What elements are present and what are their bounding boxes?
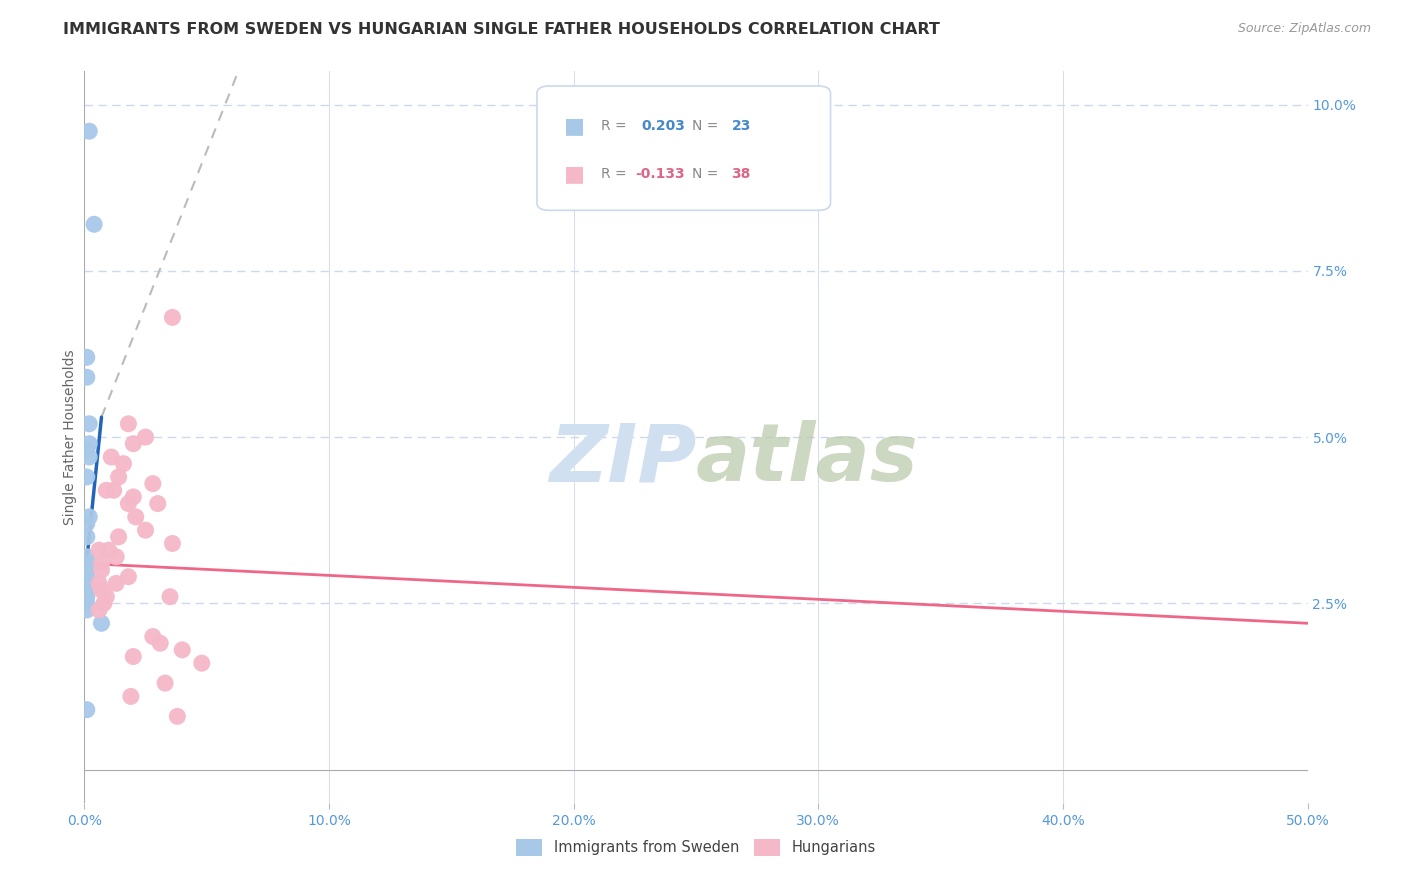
Point: [117, 417, 139, 431]
Point: [112, 457, 135, 471]
Point: [76, 596, 98, 610]
Text: 23: 23: [731, 120, 751, 133]
Point: [90, 563, 112, 577]
FancyBboxPatch shape: [537, 86, 831, 211]
Point: [83, 217, 105, 231]
Point: [146, 497, 169, 511]
Point: [166, 709, 188, 723]
Point: [142, 476, 165, 491]
Point: [77, 124, 100, 138]
Point: [76, 530, 98, 544]
Point: [87, 576, 110, 591]
Point: [76, 582, 98, 597]
Point: [76, 351, 98, 365]
Text: R =: R =: [600, 167, 630, 181]
Point: [122, 436, 145, 450]
Point: [90, 557, 112, 571]
Point: [100, 450, 122, 464]
Point: [120, 690, 142, 704]
Point: [142, 630, 165, 644]
Point: [135, 523, 157, 537]
Point: [162, 536, 184, 550]
Point: [93, 596, 115, 610]
Point: [107, 470, 129, 484]
Text: 38: 38: [731, 167, 751, 181]
Point: [77, 436, 100, 450]
Text: atlas: atlas: [696, 420, 918, 498]
Point: [77, 509, 100, 524]
Point: [159, 590, 181, 604]
Point: [76, 370, 98, 384]
Point: [97, 543, 120, 558]
Point: [105, 549, 128, 564]
Point: [76, 603, 98, 617]
Text: N =: N =: [692, 120, 723, 133]
Text: ■: ■: [564, 116, 585, 136]
Point: [117, 497, 139, 511]
Text: R =: R =: [600, 120, 630, 133]
Point: [107, 530, 129, 544]
Point: [191, 656, 214, 670]
Point: [76, 570, 98, 584]
Point: [103, 483, 125, 498]
Point: [76, 563, 98, 577]
Point: [76, 703, 98, 717]
Text: Source: ZipAtlas.com: Source: ZipAtlas.com: [1237, 22, 1371, 36]
Point: [117, 570, 139, 584]
Point: [172, 643, 194, 657]
Point: [76, 590, 98, 604]
Text: ■: ■: [564, 164, 585, 184]
Text: IMMIGRANTS FROM SWEDEN VS HUNGARIAN SINGLE FATHER HOUSEHOLDS CORRELATION CHART: IMMIGRANTS FROM SWEDEN VS HUNGARIAN SING…: [63, 22, 941, 37]
Point: [76, 549, 98, 564]
Point: [87, 543, 110, 558]
Text: N =: N =: [692, 167, 723, 181]
Point: [76, 443, 98, 458]
Point: [122, 649, 145, 664]
Legend: Immigrants from Sweden, Hungarians: Immigrants from Sweden, Hungarians: [510, 833, 882, 862]
Y-axis label: Single Father Households: Single Father Households: [63, 350, 77, 524]
Point: [90, 616, 112, 631]
Point: [125, 509, 148, 524]
Point: [122, 490, 145, 504]
Point: [96, 590, 118, 604]
Text: -0.133: -0.133: [636, 167, 685, 181]
Point: [153, 676, 176, 690]
Point: [76, 516, 98, 531]
Point: [135, 430, 157, 444]
Text: 0.203: 0.203: [641, 120, 685, 133]
Point: [77, 557, 100, 571]
Point: [96, 483, 118, 498]
Point: [77, 417, 100, 431]
Point: [76, 576, 98, 591]
Point: [87, 603, 110, 617]
Point: [77, 450, 100, 464]
Point: [162, 310, 184, 325]
Text: ZIP: ZIP: [548, 420, 696, 498]
Point: [149, 636, 172, 650]
Point: [90, 582, 112, 597]
Point: [76, 470, 98, 484]
Point: [105, 576, 128, 591]
